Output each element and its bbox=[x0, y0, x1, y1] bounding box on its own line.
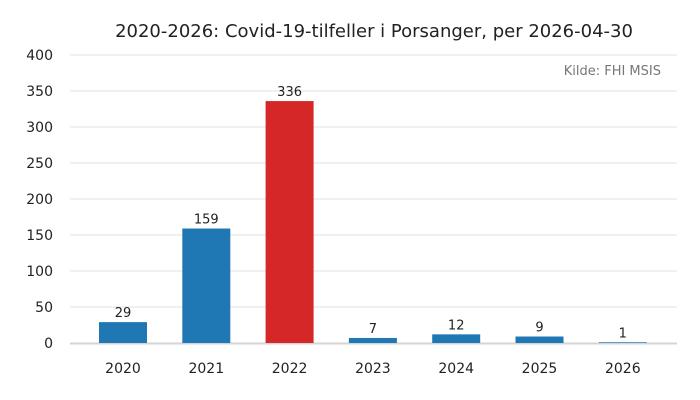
data-label-2023: 7 bbox=[369, 322, 377, 337]
x-tick-label-2025: 2025 bbox=[522, 361, 558, 377]
bar-2025 bbox=[515, 336, 564, 343]
data-label-2021: 159 bbox=[194, 213, 219, 228]
chart-source: Kilde: FHI MSIS bbox=[563, 64, 661, 79]
y-tick-label-8: 400 bbox=[26, 48, 53, 64]
x-tick-label-2026: 2026 bbox=[605, 361, 641, 377]
data-label-2022: 336 bbox=[277, 85, 302, 100]
bar-2021 bbox=[182, 228, 231, 343]
data-label-2025: 9 bbox=[535, 321, 543, 336]
x-tick-label-2020: 2020 bbox=[105, 361, 141, 377]
y-tick-label-3: 150 bbox=[26, 228, 53, 244]
bar-2026 bbox=[598, 342, 647, 343]
bar-2020 bbox=[99, 322, 147, 343]
y-tick-label-5: 250 bbox=[26, 156, 53, 172]
y-tick-label-4: 200 bbox=[26, 192, 53, 208]
y-tick-label-1: 50 bbox=[35, 300, 53, 316]
data-label-2020: 29 bbox=[115, 306, 132, 321]
chart-title: 2020-2026: Covid-19-tilfeller i Porsange… bbox=[115, 21, 633, 42]
x-tick-label-2021: 2021 bbox=[188, 361, 224, 377]
x-tick-label-2022: 2022 bbox=[272, 361, 308, 377]
y-tick-label-0: 0 bbox=[44, 336, 53, 352]
x-tick-label-2023: 2023 bbox=[355, 361, 391, 377]
y-tick-label-6: 300 bbox=[26, 120, 53, 136]
data-label-2024: 12 bbox=[448, 318, 465, 333]
bar-2023 bbox=[348, 337, 397, 343]
y-tick-label-2: 100 bbox=[26, 264, 53, 280]
y-tick-label-7: 350 bbox=[26, 84, 53, 100]
bar-2024 bbox=[432, 334, 481, 343]
data-label-2026: 1 bbox=[619, 326, 627, 341]
bar-2022 bbox=[265, 101, 314, 343]
x-tick-label-2024: 2024 bbox=[438, 361, 474, 377]
